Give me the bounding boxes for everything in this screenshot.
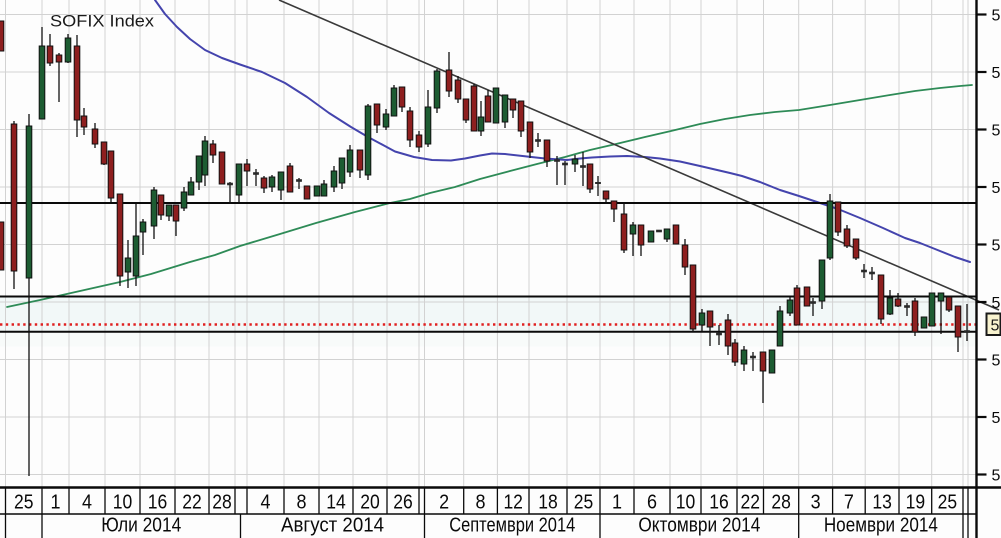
svg-text:25: 25 [14,492,34,514]
svg-text:18: 18 [538,492,558,514]
svg-text:16: 16 [148,492,168,514]
svg-text:5: 5 [991,318,1000,335]
svg-text:1: 1 [51,492,61,514]
svg-text:4: 4 [261,492,271,514]
svg-text:5: 5 [992,352,1001,369]
svg-text:Октомври 2014: Октомври 2014 [638,515,760,537]
svg-text:5: 5 [992,122,1001,139]
svg-text:Септември 2014: Септември 2014 [449,515,575,537]
svg-text:5: 5 [992,295,1001,312]
svg-text:5: 5 [992,180,1001,197]
svg-text:3: 3 [811,492,821,514]
svg-text:5: 5 [992,410,1001,427]
svg-text:Ноември 2014: Ноември 2014 [824,515,938,537]
svg-text:22: 22 [182,492,202,514]
svg-text:5: 5 [992,467,1001,484]
svg-text:14: 14 [326,492,346,514]
svg-text:Юли 2014: Юли 2014 [101,515,181,537]
svg-text:1: 1 [612,492,622,514]
svg-text:22: 22 [741,492,761,514]
svg-text:5: 5 [992,65,1001,82]
svg-text:12: 12 [503,492,523,514]
svg-text:28: 28 [212,492,232,514]
svg-text:5: 5 [992,7,1001,24]
svg-text:25: 25 [938,492,958,514]
svg-text:5: 5 [992,237,1001,254]
svg-text:25: 25 [574,492,594,514]
svg-text:6: 6 [647,492,657,514]
svg-text:19: 19 [906,492,926,514]
svg-text:26: 26 [393,492,413,514]
svg-text:13: 13 [872,492,892,514]
svg-text:SOFIX Index: SOFIX Index [50,12,155,31]
svg-text:Август 2014: Август 2014 [281,515,384,537]
svg-text:16: 16 [709,492,729,514]
svg-text:8: 8 [297,492,307,514]
svg-text:20: 20 [360,492,380,514]
svg-text:7: 7 [844,492,854,514]
svg-text:10: 10 [113,492,133,514]
svg-text:2: 2 [439,492,449,514]
svg-text:28: 28 [771,492,791,514]
svg-text:4: 4 [82,492,92,514]
svg-text:10: 10 [676,492,696,514]
svg-text:8: 8 [476,492,486,514]
